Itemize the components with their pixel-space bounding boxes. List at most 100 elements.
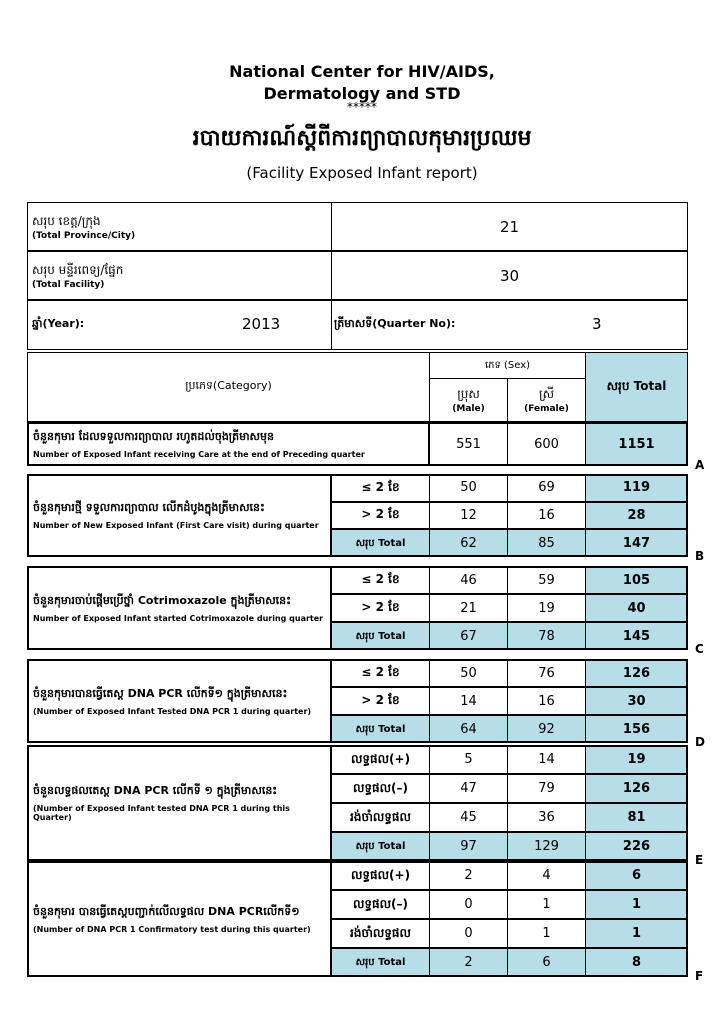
label-en: (Number of Exposed Infant tested DNA PCR… — [33, 804, 290, 822]
section-letter: B — [695, 549, 705, 563]
value: 28 — [627, 507, 646, 523]
row-label: សរុប Total — [355, 537, 406, 549]
label-km: ចំនួនកុមារបានធ្វើតេស្ត DNA PCR លើកទី១ ក្… — [33, 686, 288, 700]
value: 92 — [538, 721, 555, 737]
female-header: ស្រី (Female) — [507, 378, 586, 422]
value-cell: 40 — [585, 594, 688, 622]
value: 1 — [542, 897, 551, 912]
value: 30 — [627, 693, 646, 709]
row-label: សរុប Total — [331, 529, 430, 557]
value-cell: 126 — [585, 659, 688, 687]
row-label: សរុប Total — [331, 832, 430, 861]
value-cell: 30 — [585, 687, 688, 715]
label-en: (Total Province/City) — [32, 230, 136, 241]
value: 2 — [464, 955, 473, 970]
value: 119 — [622, 480, 651, 496]
male-header: ប្រុស (Male) — [429, 378, 508, 422]
value: 147 — [622, 535, 651, 551]
org-line: National Center for HIV/AIDS, — [229, 62, 495, 81]
section-border — [27, 659, 688, 743]
section-border — [27, 745, 688, 861]
sex: ភេទ (Sex) — [484, 360, 531, 371]
summary-label: សរុប មន្ទីរពេទ្យ/ផ្នែក (Total Facility) — [27, 251, 332, 300]
row-label: សរុប Total — [355, 957, 406, 968]
value: 85 — [538, 535, 555, 551]
value-cell: 6 — [585, 861, 688, 890]
value: 50 — [460, 480, 477, 496]
value: 14 — [538, 752, 555, 767]
label-en: Number of Exposed Infant started Cotrimo… — [33, 613, 324, 623]
row-label: លទ្ធផល(+) — [350, 867, 411, 882]
label-en: Number of New Exposed Infant (First Care… — [33, 521, 319, 530]
sex-header: ភេទ (Sex) — [429, 352, 586, 379]
row-label: សរុប Total — [331, 622, 430, 650]
section-border — [27, 474, 688, 557]
row-label: លទ្ធផល(–) — [352, 896, 409, 911]
value: 69 — [538, 480, 555, 496]
label-km: ចំនួនលទ្ធផលតេស្ត DNA PCR លើកទី ១ ក្នុងត្… — [33, 784, 278, 797]
row-label: សរុប Total — [331, 715, 430, 743]
value: 126 — [622, 781, 651, 796]
label-km: សរុប មន្ទីរពេទ្យ/ផ្នែក — [32, 262, 124, 277]
value: 47 — [460, 781, 477, 796]
value: 1151 — [618, 436, 655, 452]
row-label: លទ្ធផល(–) — [352, 780, 409, 795]
value-cell: 226 — [585, 832, 688, 861]
section-letter: C — [695, 642, 704, 656]
value-cell: 62 — [429, 529, 508, 557]
value: 126 — [622, 665, 651, 681]
row-label: សរុប Total — [355, 723, 406, 735]
value: 78 — [538, 628, 555, 644]
row-label: > 2 ខែ — [361, 507, 400, 522]
title-en: (Facility Exposed Infant report) — [246, 164, 478, 182]
value: 105 — [622, 572, 651, 588]
value: 45 — [460, 810, 477, 825]
value: 226 — [622, 839, 651, 854]
value: 1 — [631, 897, 642, 912]
value: 59 — [538, 572, 555, 588]
value: 600 — [534, 436, 559, 452]
category-header: ប្រភេទ(Category) — [27, 352, 430, 422]
row-label: រង់ចាំលទ្ធផល — [350, 809, 411, 824]
label-km: សរុប ខេត្ត/ក្រុង — [32, 213, 101, 228]
section-letter: F — [695, 969, 704, 983]
value: 19 — [627, 752, 646, 767]
row-label: រង់ចាំលទ្ធផល — [350, 925, 411, 940]
row-label: សរុប Total — [355, 630, 406, 642]
value-cell: 1 — [585, 919, 688, 948]
value: 21 — [499, 217, 520, 236]
value: 5 — [464, 752, 473, 767]
value: 0 — [464, 897, 473, 912]
value: 40 — [627, 600, 646, 616]
value: 79 — [538, 781, 555, 796]
label-km: ចំនួនកុមារ បានធ្វើតេស្តបញ្ជាក់លើលទ្ធផល D… — [33, 904, 300, 918]
value-cell: 156 — [585, 715, 688, 743]
value-cell: 1 — [585, 890, 688, 919]
value: 67 — [460, 628, 477, 644]
quarter-label: ត្រីមាសទី(Quarter No): — [334, 317, 456, 330]
quarter-value: 3 — [592, 315, 602, 333]
section-border — [27, 422, 688, 466]
section-letter: E — [695, 853, 704, 867]
summary-value: 30 — [331, 251, 688, 300]
value: 21 — [460, 600, 477, 616]
value: 6 — [631, 868, 642, 883]
value: 12 — [460, 507, 477, 523]
value: 1 — [542, 926, 551, 941]
value: 64 — [460, 721, 477, 737]
row-label: > 2 ខែ — [361, 600, 400, 614]
value-cell: 28 — [585, 501, 688, 530]
section-border — [27, 566, 688, 650]
value-cell: 78 — [507, 622, 586, 650]
section-letter: D — [695, 735, 705, 749]
value: 76 — [538, 665, 555, 681]
row-label: ≤ 2 ខែ — [361, 572, 400, 586]
row-label: សរុប Total — [355, 841, 406, 852]
category: ប្រភេទ(Category) — [185, 379, 272, 392]
quarter-cell: ត្រីមាសទី(Quarter No): 3 — [331, 300, 688, 350]
value: 36 — [538, 810, 555, 825]
section-letter: A — [695, 458, 705, 472]
value: 81 — [627, 810, 646, 825]
value: 129 — [534, 839, 559, 854]
year-label: ឆ្នាំ(Year): — [32, 317, 85, 330]
